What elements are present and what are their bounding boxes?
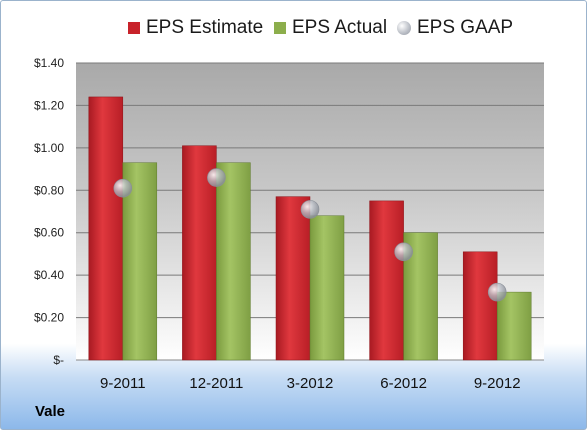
bars — [88, 96, 532, 361]
y-tick-label: $- — [53, 353, 64, 367]
marker-eps-gaap — [113, 178, 133, 198]
y-tick-label: $0.80 — [34, 183, 64, 197]
legend-item-eps-gaap: EPS GAAP — [397, 17, 513, 39]
y-tick-label: $1.00 — [34, 141, 64, 155]
bar-eps-actual — [216, 162, 251, 361]
marker-eps-gaap — [207, 168, 226, 187]
marker-eps-gaap — [487, 282, 507, 302]
gaap-markers — [113, 168, 507, 302]
legend-label-eps-estimate: EPS Estimate — [146, 17, 264, 38]
y-axis-ticks: $- $0.20 $0.40 $0.60 $0.80 $1.00 $1.20 $1.40 — [34, 56, 64, 367]
x-tick-label: 12-2011 — [189, 375, 243, 392]
bar-eps-actual — [496, 291, 532, 361]
bar-eps-estimate — [275, 196, 311, 361]
x-tick-label: 9-2011 — [100, 375, 146, 392]
x-axis-ticks: 9-2011 12-2011 3-2012 6-2012 9-2012 — [100, 375, 521, 392]
x-tick-label: 3-2012 — [287, 375, 334, 392]
legend-item-eps-actual: EPS Actual — [274, 17, 387, 39]
marker-eps-gaap — [394, 242, 413, 262]
bar-eps-actual — [122, 162, 158, 361]
y-tick-label: $0.60 — [34, 226, 64, 240]
bar-eps-estimate — [88, 96, 124, 361]
legend-swatch-eps-estimate — [128, 22, 140, 34]
company-name: Vale — [35, 403, 66, 420]
legend-marker-eps-gaap — [397, 21, 411, 35]
x-tick-label: 6-2012 — [380, 375, 427, 392]
legend-label-eps-gaap: EPS GAAP — [417, 17, 514, 38]
y-tick-label: $1.40 — [34, 56, 64, 70]
y-tick-label: $0.20 — [34, 311, 64, 325]
bar-eps-estimate — [462, 251, 498, 361]
y-tick-label: $1.20 — [34, 98, 64, 112]
x-tick-label: 9-2012 — [474, 375, 521, 392]
marker-eps-gaap — [300, 200, 320, 219]
bar-eps-actual — [309, 215, 345, 361]
legend-item-eps-estimate: EPS Estimate — [128, 17, 263, 39]
bar-eps-estimate — [369, 200, 404, 361]
legend-label-eps-actual: EPS Actual — [292, 17, 388, 38]
legend-swatch-eps-actual — [274, 22, 286, 34]
y-tick-label: $0.40 — [34, 268, 64, 282]
